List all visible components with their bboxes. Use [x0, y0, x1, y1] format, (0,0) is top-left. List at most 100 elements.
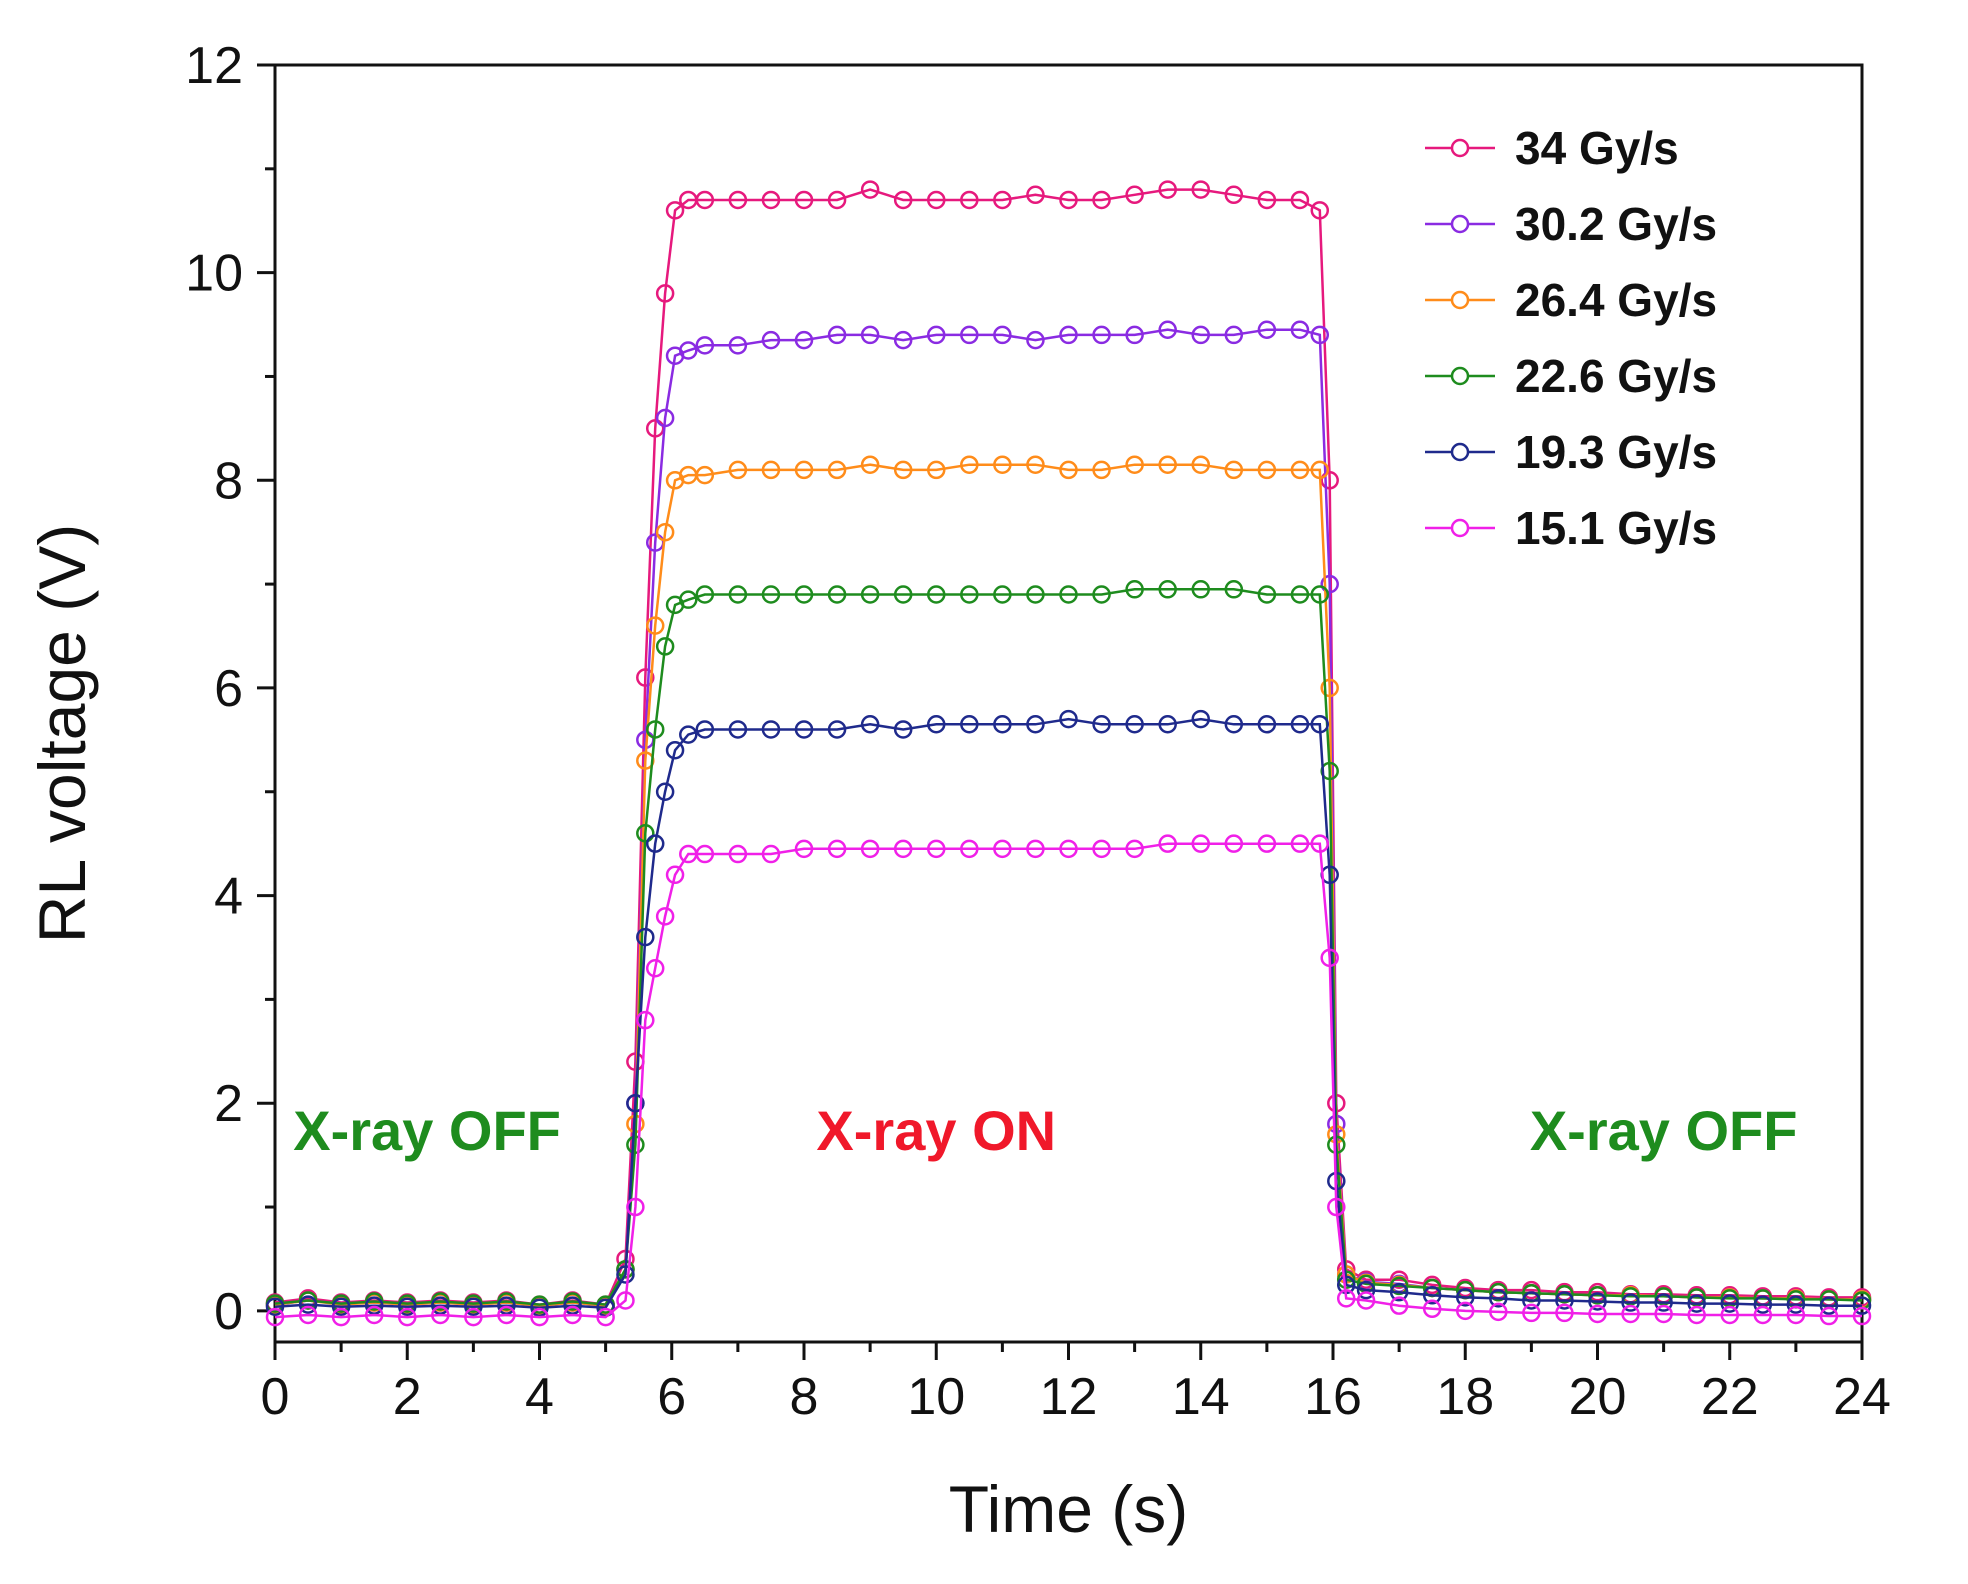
- data-point: [1290, 320, 1310, 339]
- legend-label: 30.2 Gy/s: [1515, 198, 1717, 250]
- data-point: [860, 325, 880, 345]
- data-point: [1224, 325, 1244, 345]
- data-point: [1720, 1294, 1739, 1313]
- data-point: [645, 720, 665, 739]
- data-point: [1555, 1303, 1574, 1323]
- data-point: [893, 585, 913, 604]
- series-line: [274, 588, 1863, 1306]
- data-point: [993, 839, 1012, 859]
- data-point: [1092, 190, 1111, 210]
- data-point: [530, 1307, 549, 1327]
- data-point: [1059, 190, 1078, 210]
- x-tick-label: 4: [525, 1368, 554, 1426]
- data-point: [1191, 580, 1210, 599]
- x-tick-label: 22: [1701, 1368, 1759, 1426]
- data-point: [1356, 1291, 1376, 1310]
- data-point: [761, 330, 781, 350]
- data-point: [1059, 709, 1078, 729]
- data-point: [1092, 585, 1111, 604]
- legend-item: 26.4 Gy/s: [1425, 274, 1717, 326]
- data-point: [364, 1296, 384, 1315]
- y-tick-label: 0: [214, 1283, 243, 1341]
- data-point: [893, 720, 913, 739]
- data-point: [893, 839, 913, 859]
- data-point: [960, 455, 979, 474]
- data-point: [927, 460, 946, 480]
- x-tick-label: 20: [1569, 1368, 1627, 1426]
- data-point: [331, 1307, 351, 1327]
- data-point: [1654, 1304, 1673, 1324]
- data-point: [827, 720, 847, 739]
- series-22-6-gy-s: [265, 580, 1872, 1314]
- data-point: [1125, 839, 1144, 859]
- data-point: [1310, 325, 1330, 345]
- data-point: [1191, 455, 1210, 474]
- annotation-layer: X-ray OFF X-ray ON X-ray OFF: [293, 1099, 1797, 1162]
- data-point: [1290, 190, 1310, 210]
- series-layer: [265, 180, 1872, 1327]
- legend-marker: [1450, 518, 1470, 538]
- data-point: [794, 839, 814, 859]
- data-point: [1290, 585, 1310, 604]
- data-point: [645, 834, 665, 853]
- legend-marker: [1450, 138, 1470, 158]
- data-point: [1310, 460, 1330, 480]
- data-point: [665, 740, 685, 760]
- data-point: [1753, 1305, 1773, 1325]
- legend-marker: [1450, 442, 1470, 462]
- x-tick-label: 8: [790, 1368, 819, 1426]
- data-point: [665, 201, 685, 220]
- data-point: [1026, 839, 1045, 859]
- data-point: [1621, 1293, 1640, 1312]
- data-point: [636, 824, 655, 843]
- data-point: [1654, 1287, 1673, 1306]
- x-tick-label: 18: [1436, 1368, 1494, 1426]
- data-point: [265, 1297, 285, 1316]
- data-point: [298, 1305, 318, 1325]
- data-point: [626, 1197, 645, 1217]
- data-point: [927, 190, 946, 210]
- data-point: [1125, 715, 1144, 734]
- data-point: [1555, 1284, 1574, 1304]
- data-point: [497, 1305, 516, 1325]
- data-point: [1158, 180, 1177, 199]
- data-point: [1257, 715, 1277, 734]
- data-point: [927, 325, 946, 345]
- data-point: [1654, 1293, 1673, 1312]
- data-point: [1786, 1305, 1806, 1325]
- legend-label: 26.4 Gy/s: [1515, 274, 1717, 326]
- data-point: [1257, 585, 1277, 604]
- legend-label: 15.1 Gy/s: [1515, 502, 1717, 554]
- data-point: [1687, 1294, 1706, 1313]
- data-point: [1422, 1299, 1442, 1319]
- data-point: [616, 1291, 635, 1310]
- data-point: [1422, 1286, 1442, 1305]
- data-point: [364, 1305, 384, 1325]
- data-point: [1687, 1305, 1706, 1325]
- data-point: [1191, 834, 1210, 853]
- data-point: [728, 844, 748, 864]
- data-point: [827, 585, 847, 604]
- data-point: [993, 585, 1012, 604]
- data-point: [1336, 1289, 1356, 1308]
- data-point: [860, 180, 880, 199]
- data-point: [1158, 580, 1177, 599]
- data-point: [960, 585, 979, 604]
- data-point: [636, 668, 655, 687]
- data-point: [860, 455, 880, 474]
- annotation-label: X-ray ON: [816, 1099, 1056, 1162]
- x-tick-label: 10: [907, 1368, 965, 1426]
- data-point: [728, 720, 748, 739]
- series-line: [274, 717, 1862, 1309]
- data-point: [1257, 190, 1277, 210]
- x-tick-label: 24: [1833, 1368, 1891, 1426]
- data-point: [655, 782, 675, 801]
- data-point: [530, 1298, 549, 1317]
- data-point: [1753, 1295, 1773, 1314]
- data-point: [1158, 320, 1177, 339]
- data-point: [1819, 1296, 1839, 1315]
- data-point: [636, 927, 655, 947]
- data-point: [563, 1305, 582, 1325]
- data-point: [728, 336, 748, 355]
- data-point: [1224, 185, 1244, 205]
